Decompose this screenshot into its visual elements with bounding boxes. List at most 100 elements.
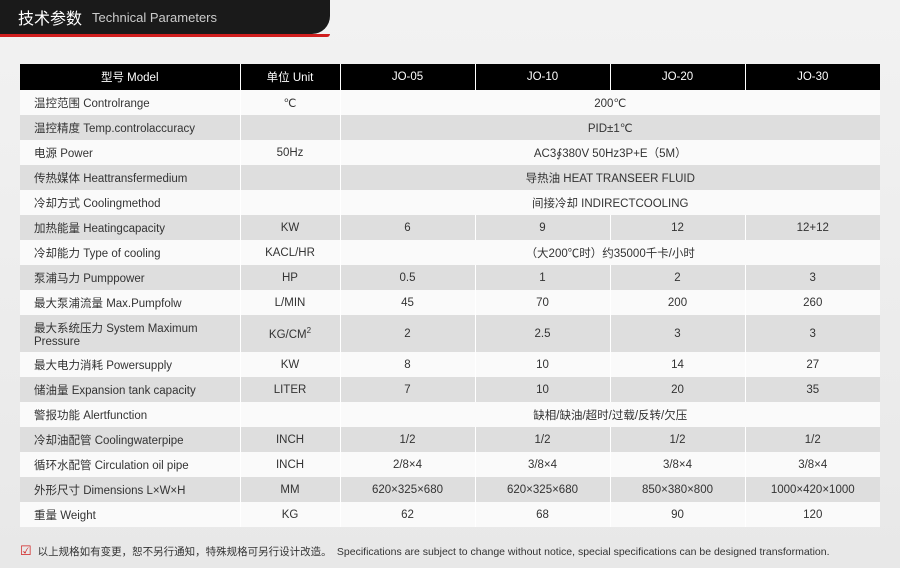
col-model-header: 型号 Model — [20, 64, 240, 90]
row-unit: KW — [240, 215, 340, 240]
row-value: 3 — [745, 315, 880, 352]
row-value: 2.5 — [475, 315, 610, 352]
table-row: 加热能量 HeatingcapacityKW691212+12 — [20, 215, 880, 240]
row-value: 620×325×680 — [475, 477, 610, 502]
row-value: 3 — [610, 315, 745, 352]
table-body: 温控范围 Controlrange℃200℃温控精度 Temp.controla… — [20, 90, 880, 527]
row-value: 1000×420×1000 — [745, 477, 880, 502]
table-row: 警报功能 Alertfunction 缺相/缺油/超时/过载/反转/欠压 — [20, 402, 880, 427]
table-row: 冷却能力 Type of coolingKACL/HR（大200℃时）约3500… — [20, 240, 880, 265]
row-unit: KW — [240, 352, 340, 377]
table-row: 最大系统压力 System Maximum PressureKG/CM222.5… — [20, 315, 880, 352]
row-span-value: 200℃ — [340, 90, 880, 115]
row-label: 泵浦马力 Pumppower — [20, 265, 240, 290]
row-value: 35 — [745, 377, 880, 402]
row-value: 3 — [745, 265, 880, 290]
table-row: 冷却油配管 CoolingwaterpipeINCH1/21/21/21/2 — [20, 427, 880, 452]
row-label: 最大系统压力 System Maximum Pressure — [20, 315, 240, 352]
table-container: 型号 Model 单位 Unit JO-05 JO-10 JO-20 JO-30… — [0, 34, 900, 535]
table-row: 温控精度 Temp.controlaccuracyPID±1℃ — [20, 115, 880, 140]
row-span-value: PID±1℃ — [340, 115, 880, 140]
row-unit — [240, 402, 340, 427]
row-value: 68 — [475, 502, 610, 527]
row-value: 3/8×4 — [475, 452, 610, 477]
row-value: 1/2 — [745, 427, 880, 452]
row-label: 循环水配管 Circulation oil pipe — [20, 452, 240, 477]
table-row: 泵浦马力 PumppowerHP0.5123 — [20, 265, 880, 290]
row-label: 冷却油配管 Coolingwaterpipe — [20, 427, 240, 452]
header-title-en: Technical Parameters — [92, 10, 217, 25]
row-value: 9 — [475, 215, 610, 240]
row-label: 传热媒体 Heattransfermedium — [20, 165, 240, 190]
parameters-table: 型号 Model 单位 Unit JO-05 JO-10 JO-20 JO-30… — [20, 64, 880, 527]
row-label: 外形尺寸 Dimensions L×W×H — [20, 477, 240, 502]
row-label: 加热能量 Heatingcapacity — [20, 215, 240, 240]
row-unit — [240, 190, 340, 215]
table-row: 冷却方式 Coolingmethod间接冷却 INDIRECTCOOLING — [20, 190, 880, 215]
table-row: 最大泵浦流量 Max.PumpfolwL/MIN4570200260 — [20, 290, 880, 315]
row-unit: 50Hz — [240, 140, 340, 165]
row-value: 62 — [340, 502, 475, 527]
col-model-0: JO-05 — [340, 64, 475, 90]
row-unit: KG — [240, 502, 340, 527]
col-model-1: JO-10 — [475, 64, 610, 90]
row-value: 8 — [340, 352, 475, 377]
row-value: 1/2 — [475, 427, 610, 452]
row-label: 重量 Weight — [20, 502, 240, 527]
row-unit — [240, 165, 340, 190]
table-row: 传热媒体 Heattransfermedium 导热油 HEAT TRANSEER… — [20, 165, 880, 190]
row-span-value: 缺相/缺油/超时/过载/反转/欠压 — [340, 402, 880, 427]
check-icon: ☑ — [20, 543, 32, 559]
row-unit: INCH — [240, 452, 340, 477]
row-value: 6 — [340, 215, 475, 240]
table-row: 重量 WeightKG626890120 — [20, 502, 880, 527]
row-value: 1/2 — [340, 427, 475, 452]
row-value: 2 — [340, 315, 475, 352]
row-value: 120 — [745, 502, 880, 527]
col-model-2: JO-20 — [610, 64, 745, 90]
row-value: 1 — [475, 265, 610, 290]
row-unit: LITER — [240, 377, 340, 402]
row-label: 储油量 Expansion tank capacity — [20, 377, 240, 402]
table-row: 外形尺寸 Dimensions L×W×HMM620×325×680620×32… — [20, 477, 880, 502]
row-span-value: 导热油 HEAT TRANSEER FLUID — [340, 165, 880, 190]
row-unit — [240, 115, 340, 140]
header-red-accent — [0, 34, 330, 37]
header-bar: 技术参数 Technical Parameters — [0, 0, 330, 34]
row-value: 1/2 — [610, 427, 745, 452]
row-span-value: （大200℃时）约35000千卡/小时 — [340, 240, 880, 265]
header-title-cn: 技术参数 — [18, 5, 82, 29]
row-unit: KACL/HR — [240, 240, 340, 265]
table-row: 电源 Power50HzAC3∮380V 50Hz3P+E（5M） — [20, 140, 880, 165]
table-row: 温控范围 Controlrange℃200℃ — [20, 90, 880, 115]
col-model-3: JO-30 — [745, 64, 880, 90]
row-span-value: 间接冷却 INDIRECTCOOLING — [340, 190, 880, 215]
row-value: 45 — [340, 290, 475, 315]
row-value: 3/8×4 — [745, 452, 880, 477]
row-value: 10 — [475, 377, 610, 402]
row-span-value: AC3∮380V 50Hz3P+E（5M） — [340, 140, 880, 165]
row-unit: KG/CM2 — [240, 315, 340, 352]
row-value: 12 — [610, 215, 745, 240]
footer-text: 以上规格如有变更，恕不另行通知，特殊规格可另行设计改造。 Specificati… — [38, 544, 830, 559]
row-unit: INCH — [240, 427, 340, 452]
row-value: 27 — [745, 352, 880, 377]
row-value: 3/8×4 — [610, 452, 745, 477]
row-value: 20 — [610, 377, 745, 402]
col-unit-header: 单位 Unit — [240, 64, 340, 90]
row-value: 90 — [610, 502, 745, 527]
row-value: 260 — [745, 290, 880, 315]
row-value: 70 — [475, 290, 610, 315]
table-row: 储油量 Expansion tank capacityLITER7102035 — [20, 377, 880, 402]
row-value: 2 — [610, 265, 745, 290]
row-label: 最大泵浦流量 Max.Pumpfolw — [20, 290, 240, 315]
row-label: 警报功能 Alertfunction — [20, 402, 240, 427]
row-unit: MM — [240, 477, 340, 502]
table-row: 循环水配管 Circulation oil pipeINCH2/8×43/8×4… — [20, 452, 880, 477]
row-unit: HP — [240, 265, 340, 290]
row-value: 2/8×4 — [340, 452, 475, 477]
row-value: 12+12 — [745, 215, 880, 240]
row-label: 最大电力消耗 Powersupply — [20, 352, 240, 377]
row-value: 10 — [475, 352, 610, 377]
table-header-row: 型号 Model 单位 Unit JO-05 JO-10 JO-20 JO-30 — [20, 64, 880, 90]
